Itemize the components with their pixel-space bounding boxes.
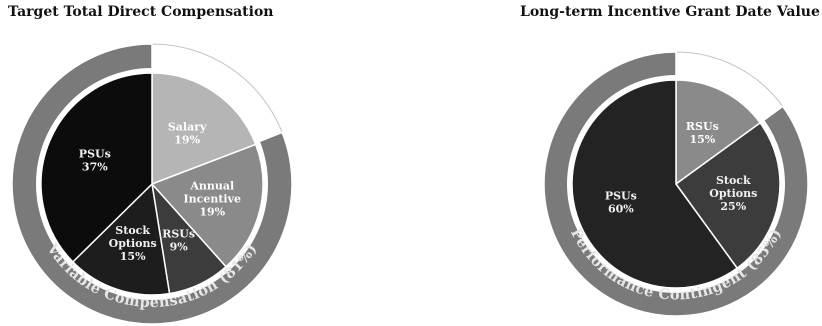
ring-gap <box>36 68 268 300</box>
slice-label-annual-incentive: Annual Incentive 19% <box>184 180 242 219</box>
slice-psus <box>40 72 153 263</box>
pie-chart-target-total-direct-compensation: Salary 19% Annual Incentive 19% RSUs 9%Stock Op… <box>11 43 293 325</box>
pie-chart-long-term-incentive: RSUs 15%Stock Options 25%PSUs 60%Performance… <box>543 51 809 317</box>
slice-label-psus: PSUs 60% <box>605 189 637 215</box>
chart-title-left: Target Total Direct Compensation <box>8 4 274 20</box>
slice-psus <box>571 79 739 289</box>
slice-salary <box>151 72 257 186</box>
ring-gap <box>567 75 785 293</box>
slice-label-stock-options: Stock Options 25% <box>709 174 757 213</box>
slice-label-psus: PSUs 37% <box>79 148 111 174</box>
chart-title-right: Long-term Incentive Grant Date Value <box>520 4 820 20</box>
slice-stock-options <box>71 182 171 296</box>
slice-rsus <box>675 79 762 186</box>
slice-label-stock-options: Stock Options 15% <box>109 224 157 263</box>
slice-label-rsus: RSUs 9% <box>162 227 195 253</box>
slice-label-salary: Salary 19% <box>168 120 207 146</box>
slice-annual-incentive <box>150 143 264 268</box>
slice-label-rsus: RSUs 15% <box>686 120 719 146</box>
